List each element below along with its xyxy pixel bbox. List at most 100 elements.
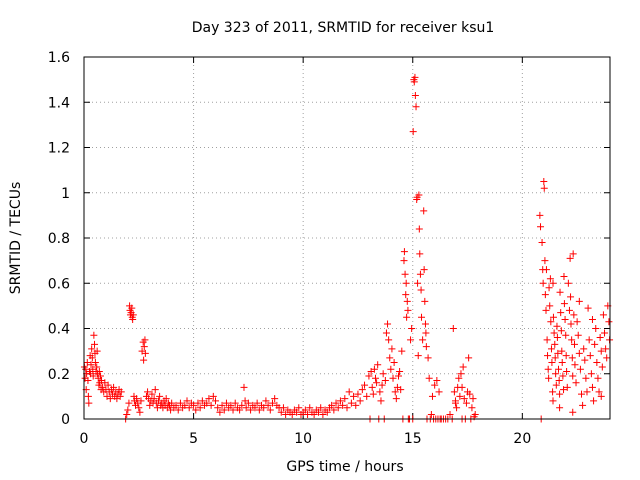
data-point <box>556 404 564 412</box>
data-point <box>377 397 385 405</box>
data-point <box>541 257 549 265</box>
chart-title: Day 323 of 2011, SRMTID for receiver ksu… <box>192 20 495 36</box>
data-point <box>465 354 473 362</box>
data-point <box>578 390 586 398</box>
data-point <box>117 388 125 396</box>
data-point <box>407 336 415 344</box>
data-point <box>558 358 566 366</box>
data-point <box>551 354 559 362</box>
data-point <box>384 320 392 328</box>
data-point <box>428 392 436 400</box>
data-point <box>587 370 595 378</box>
data-point <box>556 288 564 296</box>
data-point <box>356 397 364 405</box>
data-point <box>410 78 418 86</box>
data-point <box>539 279 547 287</box>
data-point <box>414 279 422 287</box>
data-point <box>106 395 114 403</box>
data-point <box>553 322 561 330</box>
data-point <box>150 395 158 403</box>
data-point <box>420 207 428 215</box>
data-point <box>588 383 596 391</box>
data-point <box>253 399 261 407</box>
data-point <box>431 381 439 389</box>
data-point <box>583 388 591 396</box>
data-point <box>557 309 565 317</box>
data-point <box>594 374 602 382</box>
data-point <box>181 401 189 409</box>
y-tick-label: 1 <box>61 186 70 202</box>
data-point <box>570 311 578 319</box>
data-point <box>310 410 318 418</box>
data-point <box>546 275 554 283</box>
data-point <box>579 401 587 409</box>
data-point <box>584 304 592 312</box>
data-point <box>136 408 144 416</box>
data-point <box>91 358 99 366</box>
data-point <box>536 211 544 219</box>
data-point <box>288 410 296 418</box>
data-point <box>560 300 568 308</box>
data-point <box>82 365 90 373</box>
data-point <box>575 297 583 305</box>
data-point <box>319 410 327 418</box>
data-point <box>192 406 200 414</box>
data-point <box>582 374 590 382</box>
data-point <box>558 347 566 355</box>
data-point <box>548 358 556 366</box>
data-point <box>339 401 347 409</box>
data-point <box>456 392 464 400</box>
data-point <box>419 336 427 344</box>
data-point <box>194 399 202 407</box>
data-point <box>547 345 555 353</box>
data-point <box>352 401 360 409</box>
data-point <box>552 381 560 389</box>
data-point <box>575 349 583 357</box>
data-point <box>174 406 182 414</box>
data-point <box>222 399 230 407</box>
data-point <box>242 404 250 412</box>
data-point <box>603 354 611 362</box>
data-point <box>576 365 584 373</box>
y-tick-label: 0 <box>61 412 70 428</box>
x-tick-label: 5 <box>189 431 198 447</box>
data-point <box>162 395 170 403</box>
data-point <box>549 388 557 396</box>
data-point <box>409 128 417 136</box>
data-point <box>358 386 366 394</box>
data-point <box>574 331 582 339</box>
data-point <box>557 327 565 335</box>
data-point <box>148 390 156 398</box>
data-point <box>244 399 252 407</box>
data-point <box>422 343 430 351</box>
data-point <box>137 397 145 405</box>
data-point <box>563 367 571 375</box>
data-point <box>571 361 579 369</box>
data-point <box>469 395 477 403</box>
data-point <box>549 313 557 321</box>
data-point <box>562 352 570 360</box>
data-point <box>549 397 557 405</box>
data-point <box>412 103 420 111</box>
data-point <box>323 408 331 416</box>
data-point <box>545 284 553 292</box>
data-point <box>466 390 474 398</box>
data-point <box>544 352 552 360</box>
data-point <box>421 320 429 328</box>
data-point <box>140 343 148 351</box>
data-point <box>247 406 255 414</box>
data-point <box>347 399 355 407</box>
data-points <box>80 73 614 423</box>
data-point <box>231 399 239 407</box>
data-point <box>435 388 443 396</box>
data-point <box>116 392 124 400</box>
data-point <box>396 367 404 375</box>
data-point <box>567 320 575 328</box>
data-point <box>376 388 384 396</box>
data-point <box>90 331 98 339</box>
data-point <box>151 386 159 394</box>
y-tick-label: 1.4 <box>48 95 70 111</box>
data-point <box>395 372 403 380</box>
data-point <box>562 331 570 339</box>
